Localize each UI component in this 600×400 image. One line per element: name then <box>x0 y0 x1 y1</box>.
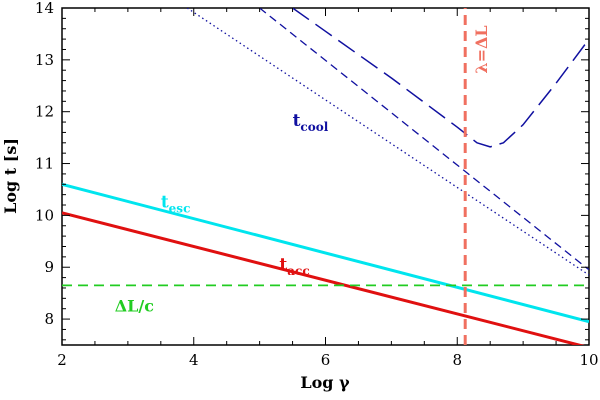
y-tick-label: 9 <box>44 258 54 276</box>
y-tick-label: 8 <box>44 310 54 328</box>
annotation-tesc: tesc <box>161 193 191 216</box>
annotation-dlc: ΔL/c <box>115 296 155 315</box>
x-tick-label: 2 <box>57 351 67 369</box>
x-tick-label: 6 <box>321 351 331 369</box>
y-axis-title: Log t [s] <box>1 138 20 214</box>
y-tick-label: 14 <box>35 0 54 17</box>
series-line-t-cool-dotted <box>186 8 589 276</box>
plot-frame <box>61 7 590 346</box>
annotation-lambda: λ=ΔL <box>472 25 491 73</box>
x-axis-title: Log γ <box>300 373 350 392</box>
series-line-t-cool-long-dash <box>292 8 589 148</box>
y-tick-label: 10 <box>35 206 54 224</box>
x-tick-label: 10 <box>579 351 598 369</box>
series-line-t-cool-short-dash <box>259 8 589 271</box>
y-tick-label: 12 <box>35 103 54 121</box>
x-tick-label: 8 <box>452 351 462 369</box>
annotation-tcool: tcool <box>293 111 329 134</box>
y-tick-label: 13 <box>35 51 54 69</box>
x-tick-label: 4 <box>189 351 199 369</box>
y-tick-label: 11 <box>35 155 54 173</box>
series-line-t-esc <box>62 182 589 324</box>
series-line-t-acc <box>62 211 585 345</box>
annotation-tacc: tacc <box>279 255 309 278</box>
